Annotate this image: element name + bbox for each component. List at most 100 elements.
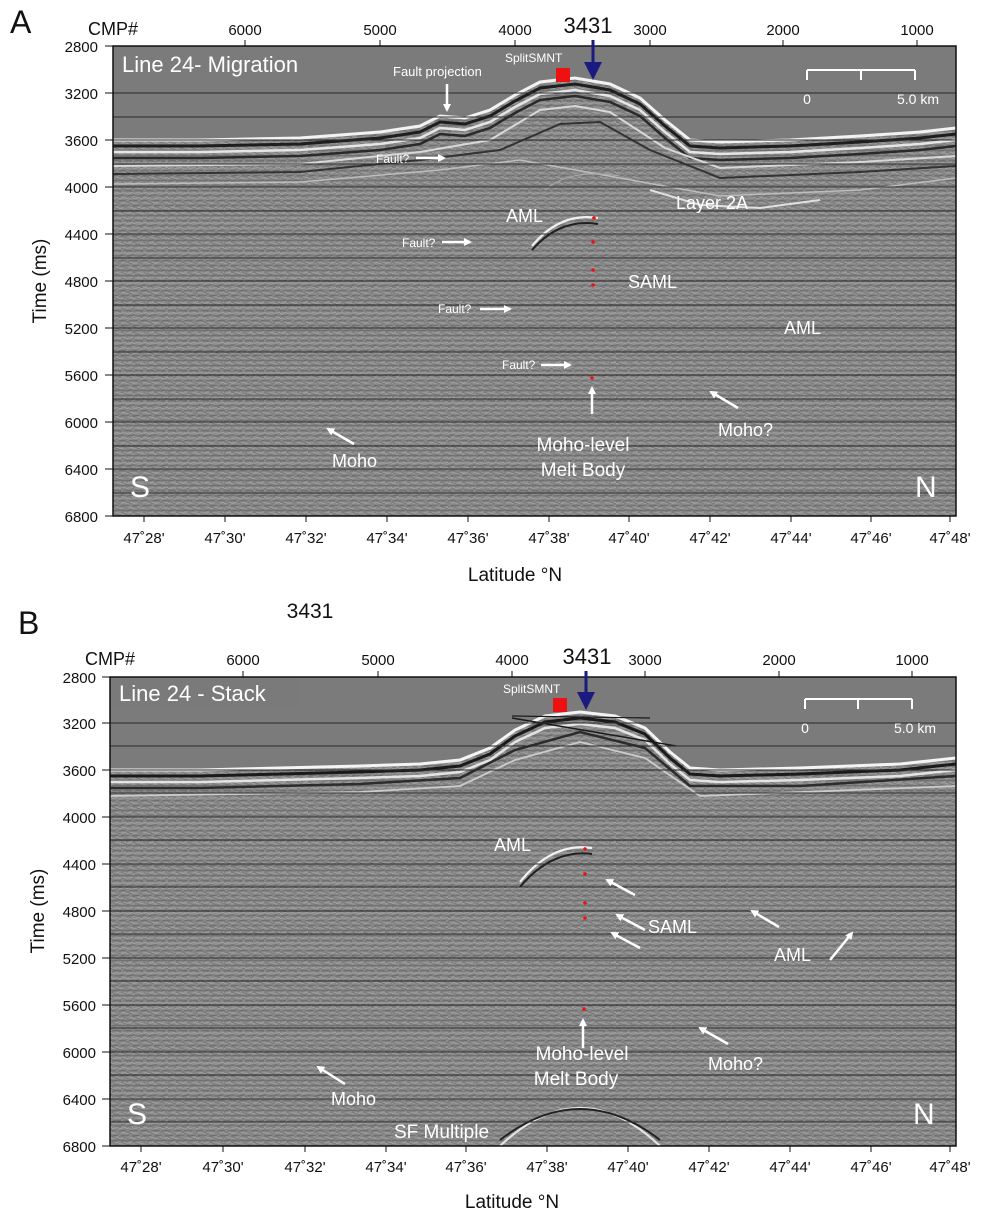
annotation-aml: AML	[784, 318, 821, 338]
cmp-tick: 1000	[900, 22, 933, 39]
time-tick: 6400	[65, 462, 98, 479]
site-label: SplitSMNT	[503, 682, 561, 696]
lat-tick: 47˚40'	[608, 530, 649, 547]
panel-a-seismic	[113, 46, 956, 516]
lat-tick: 47˚28'	[123, 530, 164, 547]
time-tick: 2800	[65, 39, 98, 56]
navy-arrow-icon	[577, 671, 595, 710]
site-marker	[553, 698, 567, 712]
lat-tick: 47˚36'	[447, 530, 488, 547]
time-axis-label: Time (ms)	[30, 239, 51, 324]
lat-tick: 47˚38'	[528, 530, 569, 547]
lat-tick: 47˚30'	[204, 530, 245, 547]
annotation-layer2a: Layer 2A	[676, 193, 748, 213]
annotation-arrows	[326, 84, 739, 446]
annotation-fault: Fault?	[376, 152, 410, 166]
latitude-axis-label: Latitude °N	[468, 565, 562, 586]
time-tick: 4800	[65, 274, 98, 291]
scale-end: 5.0 km	[894, 720, 936, 736]
annotation-aml: AML	[774, 945, 811, 965]
panel-a-letter: A	[10, 4, 32, 40]
time-axis-label: Time (ms)	[28, 869, 49, 954]
site-marker	[556, 68, 570, 82]
cmp-tick: 6000	[226, 652, 259, 669]
lat-tick: 47˚32'	[285, 530, 326, 547]
side-label-north: N	[915, 471, 937, 504]
panel-title: Line 24 - Stack	[119, 681, 267, 706]
lat-tick: 47˚32'	[284, 1159, 325, 1176]
time-tick: 3600	[63, 763, 96, 780]
time-tick: 2800	[63, 670, 96, 687]
time-tick: 5600	[65, 368, 98, 385]
title-backdrop	[113, 679, 299, 709]
lat-tick: 47˚46'	[850, 1159, 891, 1176]
time-tick: 6800	[63, 1139, 96, 1156]
annotation-melt-body-line1: Moho-level	[536, 1044, 629, 1065]
side-label-south: S	[127, 1098, 147, 1131]
annotation-aml: AML	[494, 835, 531, 855]
scale-bar	[804, 698, 913, 709]
annotation-fault: Fault?	[502, 358, 536, 372]
annotation-moho: Moho	[331, 1089, 376, 1109]
cmp-highlight: 3431	[564, 13, 613, 38]
site-label: SplitSMNT	[505, 51, 563, 65]
annotation-aml: AML	[506, 206, 543, 226]
cmp-tick: 4000	[498, 22, 531, 39]
lat-tick: 47˚46'	[850, 530, 891, 547]
lat-tick: 47˚44'	[769, 1159, 810, 1176]
cmp-tick: 4000	[495, 652, 528, 669]
panel-b-seismic	[110, 677, 956, 1146]
lat-tick: 47˚38'	[526, 1159, 567, 1176]
lat-tick: 47˚30'	[202, 1159, 243, 1176]
time-tick: 6000	[65, 415, 98, 432]
lat-tick: 47˚42'	[689, 530, 730, 547]
annotation-fault: Fault?	[438, 302, 472, 316]
cmp-tick: 5000	[363, 22, 396, 39]
time-tick: 4000	[65, 180, 98, 197]
annotation-saml: SAML	[648, 917, 697, 937]
lat-tick: 47˚42'	[688, 1159, 729, 1176]
scale-bar	[806, 69, 916, 80]
time-tick: 6800	[65, 509, 98, 526]
cmp-tick: 1000	[895, 652, 928, 669]
water-column	[110, 677, 956, 770]
annotation-moho: Moho	[332, 451, 377, 471]
scale-end: 5.0 km	[897, 91, 939, 107]
time-tick: 3600	[65, 133, 98, 150]
lat-tick: 47˚44'	[770, 530, 811, 547]
time-tick: 6000	[63, 1045, 96, 1062]
lat-tick: 47˚36'	[445, 1159, 486, 1176]
time-tick: 6400	[63, 1092, 96, 1109]
annotation-arrows	[316, 878, 854, 1086]
time-tick: 4400	[65, 227, 98, 244]
annotation-melt-body-line1: Moho-level	[537, 435, 630, 456]
annotation-melt-body-line2: Melt Body	[541, 460, 626, 481]
cmp-axis-label: CMP#	[85, 649, 135, 669]
cmp-axis-label: CMP#	[88, 19, 138, 39]
annotation-moho-q: Moho?	[708, 1054, 763, 1074]
annotation-saml: SAML	[628, 272, 677, 292]
annotation-moho-q: Moho?	[718, 420, 773, 440]
cmp-tick: 2000	[762, 652, 795, 669]
panel-a: A	[10, 4, 971, 586]
side-label-south: S	[130, 471, 150, 504]
scale-start: 0	[803, 91, 811, 107]
time-tick: 5600	[63, 998, 96, 1015]
panel-title: Line 24- Migration	[122, 52, 298, 77]
latitude-axis-label: Latitude °N	[465, 1192, 559, 1213]
annotation-melt-body-line2: Melt Body	[534, 1069, 619, 1090]
lat-tick: 47˚34'	[365, 1159, 406, 1176]
cmp-tick: 2000	[766, 22, 799, 39]
navy-arrow-icon	[584, 40, 602, 80]
annotation-fault: Fault?	[402, 236, 436, 250]
time-tick: 5200	[65, 321, 98, 338]
cmp-tick: 3000	[633, 22, 666, 39]
time-tick: 3200	[63, 716, 96, 733]
time-tick: 4400	[63, 857, 96, 874]
annotation-sf-multiple: SF Multiple	[394, 1122, 489, 1143]
water-column	[113, 46, 956, 142]
time-tick: 5200	[63, 951, 96, 968]
panel-b: B 3431	[18, 600, 971, 1213]
scale-start: 0	[801, 720, 809, 736]
